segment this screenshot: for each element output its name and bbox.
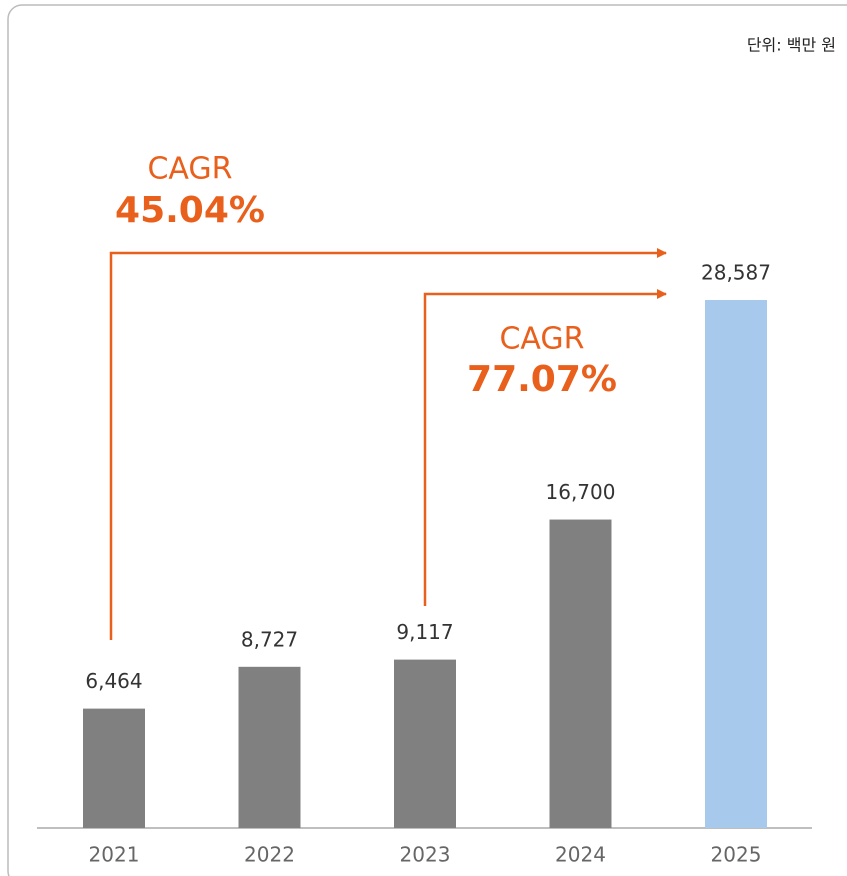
bar [83,708,145,828]
x-tick-label: 2023 [400,843,451,867]
annotation-label: CAGR [499,322,584,357]
x-tick-label: 2022 [244,843,295,867]
cagr-arrow [423,289,667,606]
value-label: 28,587 [701,261,771,285]
bar [238,666,301,828]
value-label: 6,464 [85,669,142,693]
cagr-arrow [109,248,667,640]
x-tick-label: 2024 [555,843,606,867]
bar [549,519,612,828]
value-label: 8,727 [241,627,298,651]
card-border [7,4,847,876]
annotation-value: 45.04% [115,190,265,231]
bar [705,300,767,828]
bar [394,659,456,828]
x-tick-label: 2021 [89,843,140,867]
x-tick-label: 2025 [711,843,762,867]
annotation-label: CAGR [147,152,232,187]
value-label: 9,117 [396,620,453,644]
annotation-value: 77.07% [467,359,617,400]
value-label: 16,700 [546,480,616,504]
unit-note: 단위: 백만 원 [747,36,836,55]
